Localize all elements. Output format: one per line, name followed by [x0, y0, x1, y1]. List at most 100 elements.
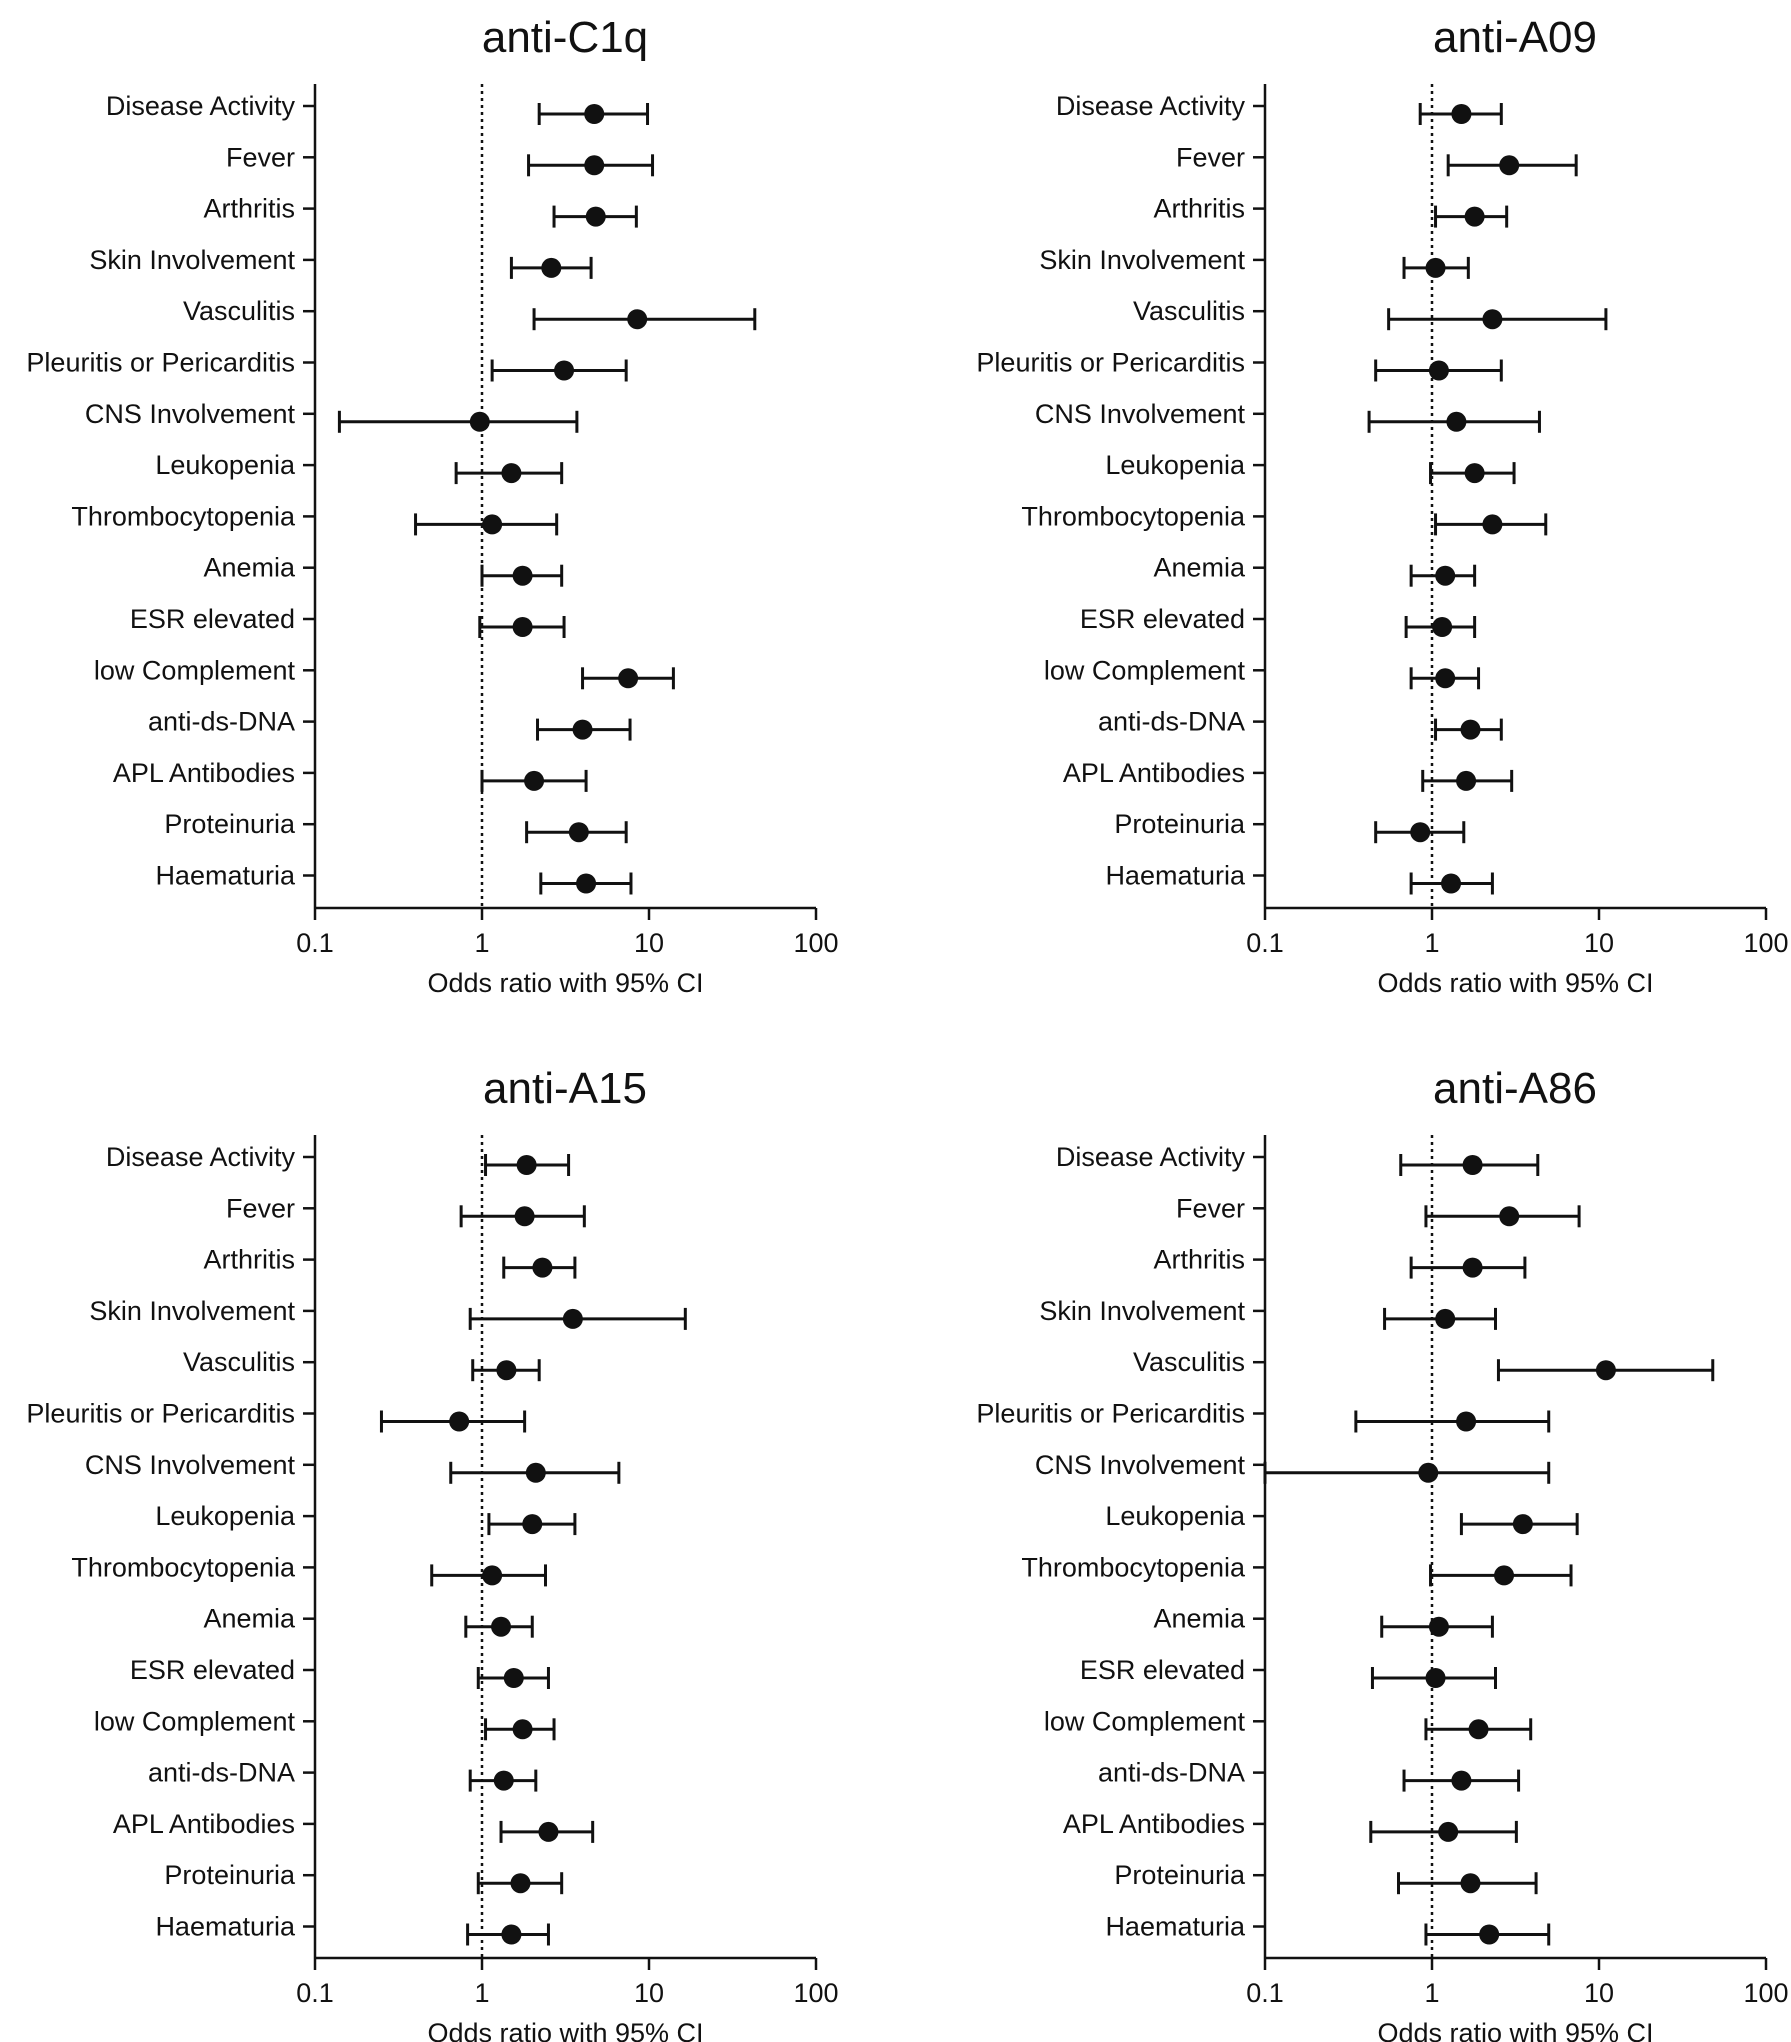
x-axis-label: Odds ratio with 95% CI	[427, 2018, 703, 2042]
row-label: Vasculitis	[1133, 296, 1245, 326]
odds-ratio-point	[1428, 360, 1449, 381]
odds-ratio-point	[1499, 155, 1520, 176]
odds-ratio-point	[1479, 1924, 1500, 1945]
x-tick-label: 0.1	[296, 1978, 334, 2008]
odds-ratio-point	[1435, 565, 1456, 586]
row-label: Pleuritis or Pericarditis	[26, 348, 295, 378]
row-label: Skin Involvement	[1039, 1296, 1245, 1326]
row-label: APL Antibodies	[113, 758, 295, 788]
odds-ratio-point	[1464, 463, 1485, 484]
odds-ratio-point	[512, 617, 533, 637]
odds-ratio-point	[1425, 257, 1446, 278]
odds-ratio-point	[522, 1514, 543, 1535]
odds-ratio-point	[568, 822, 589, 843]
row-label: Arthritis	[1153, 1245, 1245, 1275]
odds-ratio-point	[503, 1668, 524, 1688]
odds-ratio-point	[1456, 1411, 1477, 1432]
row-label: APL Antibodies	[1063, 758, 1245, 788]
odds-ratio-point	[493, 1770, 514, 1791]
odds-ratio-point	[1432, 617, 1453, 637]
odds-ratio-point	[1462, 1155, 1483, 1175]
odds-ratio-point	[1425, 1668, 1446, 1688]
odds-ratio-point	[1494, 1565, 1515, 1586]
x-tick-label: 1	[474, 928, 489, 958]
row-label: CNS Involvement	[85, 1450, 296, 1480]
row-label: Thrombocytopenia	[1021, 1552, 1246, 1582]
row-label: anti-ds-DNA	[148, 707, 295, 737]
odds-ratio-point	[516, 1155, 537, 1175]
odds-ratio-point	[1428, 1616, 1449, 1637]
odds-ratio-point	[501, 1924, 522, 1945]
x-tick-label: 1	[474, 1978, 489, 2008]
x-tick-label: 1	[1424, 1978, 1439, 2008]
row-label: Anemia	[1153, 553, 1246, 583]
x-tick-label: 0.1	[1246, 928, 1284, 958]
row-label: Leukopenia	[1105, 1501, 1246, 1531]
odds-ratio-point	[525, 1462, 546, 1483]
row-label: Leukopenia	[155, 450, 296, 480]
row-label: ESR elevated	[130, 604, 295, 634]
x-tick-label: 10	[1584, 1978, 1614, 2008]
odds-ratio-point	[1446, 411, 1467, 432]
x-tick-label: 10	[634, 1978, 664, 2008]
row-label: Thrombocytopenia	[71, 501, 296, 531]
row-label: low Complement	[94, 655, 296, 685]
x-axis-label: Odds ratio with 95% CI	[427, 968, 703, 998]
row-label: Haematuria	[1105, 1912, 1246, 1942]
row-label: Proteinuria	[164, 809, 296, 839]
odds-ratio-point	[491, 1616, 512, 1637]
row-label: ESR elevated	[130, 1655, 295, 1685]
row-label: Vasculitis	[183, 1347, 295, 1377]
x-tick-label: 1	[1424, 928, 1439, 958]
row-label: Disease Activity	[1056, 1142, 1246, 1172]
row-label: Arthritis	[203, 1245, 295, 1275]
row-label: Pleuritis or Pericarditis	[26, 1399, 295, 1429]
forest-panel-anti-c1q: anti-C1q 0.1 1 10 100 Odds ratio with 95% CI D…	[26, 13, 838, 998]
row-label: Haematuria	[155, 1912, 296, 1942]
row-label: Haematuria	[1105, 861, 1246, 891]
row-label: Anemia	[1153, 1604, 1246, 1634]
odds-ratio-point	[532, 1257, 553, 1278]
row-label: anti-ds-DNA	[1098, 707, 1245, 737]
row-label: CNS Involvement	[85, 399, 296, 429]
row-label: Proteinuria	[1114, 1860, 1246, 1890]
x-tick-label: 10	[634, 928, 664, 958]
odds-ratio-point	[1468, 1719, 1489, 1740]
row-label: Leukopenia	[155, 1501, 296, 1531]
x-tick-label: 0.1	[1246, 1978, 1284, 2008]
x-tick-label: 10	[1584, 928, 1614, 958]
row-label: Fever	[1176, 142, 1245, 172]
odds-ratio-point	[524, 770, 545, 791]
odds-ratio-point	[1451, 1770, 1472, 1791]
odds-ratio-point	[584, 104, 605, 124]
odds-ratio-point	[1418, 1462, 1439, 1483]
row-label: low Complement	[1044, 655, 1246, 685]
forest-panel-anti-a15: anti-A15 0.1 1 10 100 Odds ratio with 95% CI D…	[26, 1064, 838, 2042]
row-label: low Complement	[1044, 1706, 1246, 1736]
odds-ratio-point	[1460, 1873, 1481, 1894]
row-label: Vasculitis	[1133, 1347, 1245, 1377]
panel-title: anti-C1q	[482, 13, 648, 62]
odds-ratio-point	[1456, 770, 1477, 791]
row-label: Skin Involvement	[89, 245, 295, 275]
row-label: Pleuritis or Pericarditis	[976, 1399, 1245, 1429]
x-axis-label: Odds ratio with 95% CI	[1377, 2018, 1653, 2042]
odds-ratio-point	[1482, 514, 1503, 535]
row-label: anti-ds-DNA	[1098, 1758, 1245, 1788]
row-label: Fever	[226, 142, 295, 172]
x-tick-label: 100	[1743, 1978, 1788, 2008]
odds-ratio-point	[1460, 719, 1481, 740]
row-label: Pleuritis or Pericarditis	[976, 348, 1245, 378]
row-label: Fever	[1176, 1193, 1245, 1223]
odds-ratio-point	[501, 463, 522, 484]
panel-title: anti-A15	[483, 1064, 647, 1113]
odds-ratio-point	[1451, 104, 1472, 124]
odds-ratio-point	[496, 1360, 517, 1381]
row-label: ESR elevated	[1080, 604, 1245, 634]
odds-ratio-point	[585, 206, 606, 227]
odds-ratio-point	[512, 565, 533, 586]
row-label: Skin Involvement	[1039, 245, 1245, 275]
odds-ratio-point	[572, 719, 593, 740]
panel-title: anti-A09	[1433, 13, 1597, 62]
